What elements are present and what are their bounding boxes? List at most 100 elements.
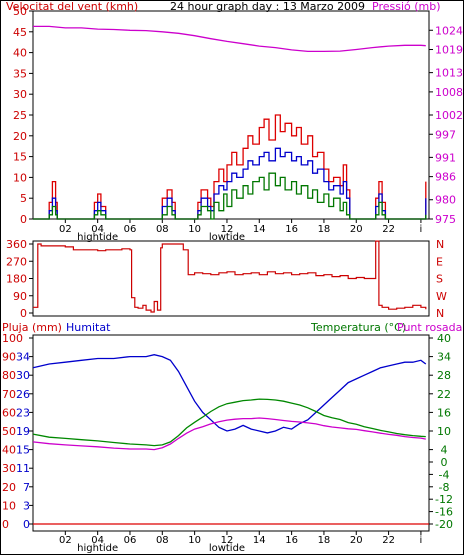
x-tick-label: i bbox=[420, 535, 423, 546]
wind-tick-label: 10 bbox=[13, 171, 27, 184]
humidity-axis-label: Humitat bbox=[66, 321, 111, 334]
temperature-tick-label: 40 bbox=[437, 332, 451, 345]
x-tick-label: 20 bbox=[350, 224, 363, 235]
rain-tick-label: 10 bbox=[2, 499, 16, 512]
wind-axis-label: Velocitat del vent (kmh) bbox=[6, 0, 138, 13]
x-tick-label: 08 bbox=[156, 535, 169, 546]
pressure-tick-label: 1002 bbox=[435, 109, 463, 122]
direction-tick-label: 180 bbox=[6, 273, 27, 286]
chart-marks: 0510152025303540455097598098699199710021… bbox=[2, 5, 463, 554]
temperature-tick-label: 22 bbox=[437, 388, 451, 401]
humidity-tick-label: 11 bbox=[16, 462, 30, 475]
x-tick-label: 12 bbox=[221, 224, 234, 235]
dewpoint-axis-label: Punt rosada bbox=[397, 321, 462, 334]
rain-tick-label: 20 bbox=[2, 481, 16, 494]
wind-tick-label: 0 bbox=[20, 213, 27, 226]
tide-label: lowtide bbox=[209, 543, 245, 554]
direction-tick-label: 90 bbox=[13, 290, 27, 303]
temperature-tick-label: -20 bbox=[435, 518, 453, 531]
x-tick-label: 20 bbox=[350, 535, 363, 546]
x-tick-label: 22 bbox=[382, 535, 395, 546]
temperature-tick-label: -16 bbox=[435, 506, 453, 519]
direction-tick-label: 360 bbox=[6, 238, 27, 251]
wind-tick-label: 35 bbox=[13, 67, 27, 80]
pressure-tick-label: 1008 bbox=[435, 86, 463, 99]
rain-tick-label: 50 bbox=[2, 425, 16, 438]
pressure-tick-label: 997 bbox=[435, 128, 456, 141]
pressure-line bbox=[33, 25, 426, 53]
temperature-tick-label: 16 bbox=[437, 406, 451, 419]
temperature-axis-label: Temperatura (°C) bbox=[310, 321, 406, 334]
x-tick-label: 10 bbox=[188, 535, 201, 546]
humidity-tick-label: 0 bbox=[23, 518, 30, 531]
pressure-tick-label: 1024 bbox=[435, 24, 463, 37]
x-tick-label: 14 bbox=[253, 224, 266, 235]
x-tick-label: 02 bbox=[59, 224, 72, 235]
x-tick-label: 06 bbox=[124, 535, 137, 546]
rain-tick-label: 100 bbox=[2, 332, 23, 345]
humidity-line bbox=[32, 354, 427, 434]
temperature-tick-label: 28 bbox=[437, 369, 451, 382]
humidity-tick-label: 26 bbox=[16, 388, 30, 401]
humidity-tick-label: 19 bbox=[16, 425, 30, 438]
direction-tick-label: 270 bbox=[6, 255, 27, 268]
temperature-tick-label: -12 bbox=[435, 493, 453, 506]
temperature-tick-label: 34 bbox=[437, 351, 451, 364]
panel3-frame bbox=[32, 334, 430, 532]
rain-tick-label: 80 bbox=[2, 369, 16, 382]
wind-tick-label: 25 bbox=[13, 109, 27, 122]
x-tick-label: i bbox=[420, 224, 423, 235]
pressure-tick-label: 1013 bbox=[435, 67, 463, 80]
wind-tick-label: 20 bbox=[13, 130, 27, 143]
rain-tick-label: 30 bbox=[2, 462, 16, 475]
wind-tick-label: 40 bbox=[13, 47, 27, 60]
humidity-tick-label: 7 bbox=[23, 481, 30, 494]
pressure-tick-label: 991 bbox=[435, 151, 456, 164]
x-tick-label: 22 bbox=[382, 224, 395, 235]
humidity-tick-label: 34 bbox=[16, 351, 30, 364]
x-tick-label: 10 bbox=[188, 224, 201, 235]
temperature-tick-label: 4 bbox=[441, 444, 448, 457]
graph-title: 24 hour graph day : 13 Marzo 2009 bbox=[170, 0, 365, 13]
pressure-tick-label: 1019 bbox=[435, 44, 463, 57]
tide-label: hightide bbox=[77, 543, 118, 554]
pressure-tick-label: 986 bbox=[435, 171, 456, 184]
humidity-tick-label: 23 bbox=[16, 406, 30, 419]
x-tick-label: 04 bbox=[91, 224, 104, 235]
x-tick-label: 02 bbox=[59, 535, 72, 546]
compass-label: N bbox=[436, 307, 444, 320]
compass-label: W bbox=[436, 290, 447, 303]
x-tick-label: 12 bbox=[221, 535, 234, 546]
temperature-tick-label: 10 bbox=[437, 425, 451, 438]
gust-line bbox=[33, 114, 427, 220]
rain-axis-label: Pluja (mm) bbox=[2, 321, 62, 334]
temperature-tick-label: -8 bbox=[439, 481, 450, 494]
x-tick-label: 16 bbox=[285, 224, 298, 235]
rain-tick-label: 90 bbox=[2, 351, 16, 364]
rain-tick-label: 40 bbox=[2, 444, 16, 457]
temperature-line bbox=[32, 398, 426, 447]
compass-label: N bbox=[436, 238, 444, 251]
x-tick-label: 06 bbox=[124, 224, 137, 235]
compass-label: S bbox=[436, 273, 443, 286]
humidity-tick-label: 3 bbox=[23, 499, 30, 512]
wind-tick-label: 50 bbox=[13, 5, 27, 18]
temperature-tick-label: -4 bbox=[439, 468, 450, 481]
tide-label: lowtide bbox=[209, 232, 245, 243]
pressure-tick-label: 980 bbox=[435, 194, 456, 207]
x-tick-label: 14 bbox=[253, 535, 266, 546]
humidity-tick-label: 15 bbox=[16, 444, 30, 457]
temperature-tick-label: 0 bbox=[441, 456, 448, 469]
compass-label: E bbox=[436, 255, 443, 268]
pressure-tick-label: 975 bbox=[435, 213, 456, 226]
rain-tick-label: 70 bbox=[2, 388, 16, 401]
humidity-tick-label: 30 bbox=[16, 369, 30, 382]
rain-tick-label: 0 bbox=[2, 518, 9, 531]
wind-tick-label: 15 bbox=[13, 151, 27, 164]
x-tick-label: 18 bbox=[318, 224, 331, 235]
wind-tick-label: 30 bbox=[13, 88, 27, 101]
x-tick-label: 08 bbox=[156, 224, 169, 235]
